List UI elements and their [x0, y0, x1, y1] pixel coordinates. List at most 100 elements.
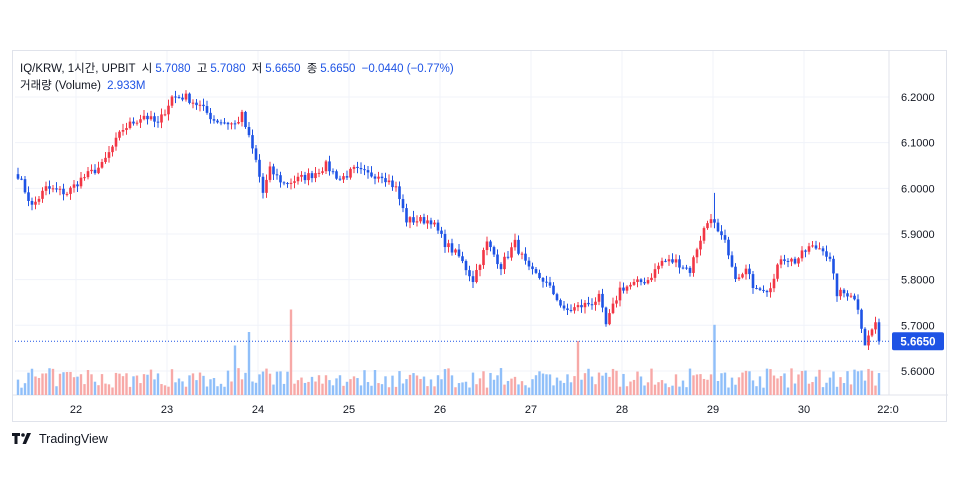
candle-body	[51, 188, 55, 190]
volume-bar	[632, 379, 636, 395]
candle-body	[44, 186, 48, 191]
candle-body	[391, 180, 394, 188]
candle-body	[429, 220, 433, 225]
volume-bar	[674, 374, 678, 395]
volume-bar	[573, 376, 576, 395]
volume-bar	[226, 370, 230, 395]
volume-bar	[48, 368, 51, 395]
volume-bar	[811, 382, 814, 395]
volume-bar	[174, 382, 177, 395]
volume-bar	[83, 384, 86, 395]
candle-body	[34, 201, 37, 205]
volume-bar	[870, 370, 874, 395]
volume-bar	[790, 368, 793, 395]
candle-body	[643, 282, 646, 284]
candle-body	[769, 288, 772, 293]
candle-body	[328, 161, 331, 172]
volume-bar	[132, 376, 135, 395]
candle-body	[741, 274, 744, 278]
volume-bar	[65, 371, 69, 395]
volume-bar	[856, 371, 860, 395]
volume-bar	[485, 387, 489, 395]
candle-body	[387, 180, 391, 183]
candle-body	[447, 243, 450, 248]
volume-bar	[751, 380, 755, 395]
volume-bar	[219, 383, 223, 395]
candle-body	[188, 93, 191, 103]
candle-body	[646, 280, 650, 284]
volume-bar	[618, 386, 622, 395]
volume-bar	[142, 374, 146, 395]
volume-bar	[184, 386, 188, 395]
legend-change: −0.0440 (−0.77%)	[361, 63, 454, 75]
volume-bar	[156, 373, 160, 395]
y-tick-label: 5.7000	[901, 320, 935, 332]
volume-bar	[779, 376, 783, 395]
candle-body	[419, 217, 422, 222]
candle-body	[534, 269, 538, 273]
chart-canvas[interactable]: 22 23 24 25 26 27 28 29 30 22:0 6.2000 6.1000 6.0000…	[13, 51, 948, 423]
volume-bar	[240, 379, 244, 395]
candle-body	[370, 172, 373, 177]
candle-body	[16, 174, 20, 179]
volume-bar	[55, 386, 58, 395]
candle-body	[839, 289, 842, 297]
legend-volume-label: 거래량 (Volume)	[20, 80, 101, 92]
candle-body	[104, 157, 107, 163]
candle-body	[506, 256, 510, 258]
legend-open-label: 시	[141, 63, 153, 75]
x-tick-label: 28	[616, 404, 628, 416]
volume-bar	[699, 374, 702, 395]
candle-body	[618, 287, 622, 301]
volume-bar	[625, 386, 629, 395]
candle-body	[678, 259, 681, 268]
candle-body	[499, 264, 503, 270]
candle-body	[608, 313, 611, 325]
volume-bar	[195, 380, 198, 395]
volume-bar	[853, 369, 856, 395]
volume-bar	[835, 386, 839, 395]
candle-body	[48, 186, 51, 189]
volume-bar	[230, 381, 233, 395]
candle-body	[412, 217, 415, 223]
volume-bar	[58, 373, 62, 395]
candle-body	[349, 168, 352, 178]
x-tick-label: 30	[798, 404, 810, 416]
candle-body	[804, 250, 807, 252]
volume-bar	[590, 376, 594, 395]
candle-body	[748, 268, 751, 275]
tradingview-logo[interactable]: TradingView	[12, 432, 108, 446]
candle-body	[219, 122, 223, 124]
candle-body	[713, 219, 716, 223]
volume-bar	[580, 379, 583, 395]
legend-high-value: 5.7080	[210, 63, 246, 75]
candle-body	[184, 93, 188, 100]
candle-body	[233, 123, 237, 125]
volume-bar	[324, 375, 328, 395]
candle-body	[380, 176, 384, 179]
volume-bar	[177, 378, 181, 395]
x-tick-label: 27	[525, 404, 537, 416]
candle-body	[541, 278, 545, 282]
volume-bar	[303, 382, 307, 395]
volume-bar	[69, 371, 72, 395]
candle-body	[230, 123, 233, 125]
candle-body	[90, 169, 93, 172]
volume-bar	[706, 379, 709, 395]
candle-body	[359, 167, 363, 170]
volume-bar	[118, 373, 121, 395]
volume-bar	[814, 376, 818, 395]
candle-body	[496, 254, 499, 265]
candle-body	[730, 255, 734, 267]
volume-bar	[527, 387, 531, 395]
candle-body	[832, 258, 835, 274]
candle-body	[128, 121, 132, 129]
volume-bar	[576, 341, 580, 395]
x-tick-label: 25	[343, 404, 355, 416]
candle-body	[296, 176, 300, 182]
candle-body	[216, 120, 219, 123]
volume-bar	[167, 386, 170, 395]
candle-body	[776, 264, 779, 279]
volume-bar	[594, 384, 597, 395]
volume-bar	[114, 372, 118, 395]
